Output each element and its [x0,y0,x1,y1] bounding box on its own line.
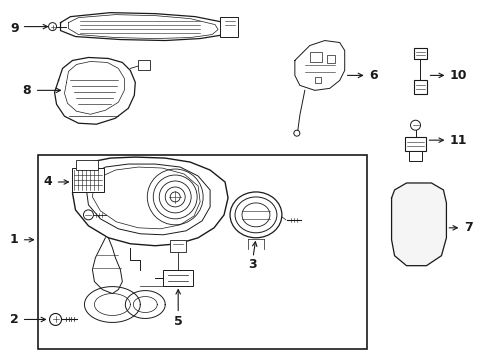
Bar [38,155,366,349]
Polygon shape [55,58,135,124]
Bar [326,55,334,63]
Bar [76,160,98,170]
Text: 6: 6 [369,69,378,82]
Text: 7: 7 [464,221,472,234]
Text: 3: 3 [248,258,257,271]
Circle shape [48,23,57,31]
Bar [407,151,422,161]
Polygon shape [61,13,229,41]
Text: 5: 5 [173,315,182,328]
Circle shape [49,314,61,325]
Bar [413,80,427,94]
Bar [138,60,150,71]
Polygon shape [294,41,344,90]
Bar [309,53,321,62]
Bar [170,240,186,252]
Bar [413,48,427,59]
Polygon shape [72,157,227,246]
Circle shape [83,210,93,220]
Text: 4: 4 [44,175,52,189]
Text: 9: 9 [10,22,19,35]
Text: 1: 1 [10,233,19,246]
Circle shape [410,120,420,130]
Text: 11: 11 [448,134,466,147]
Bar [72,168,104,192]
Bar [220,17,238,37]
Polygon shape [92,238,122,293]
Bar [163,270,193,285]
Polygon shape [391,183,446,266]
Text: 2: 2 [10,313,19,326]
Circle shape [293,130,299,136]
Text: 8: 8 [22,84,31,97]
Bar [404,137,426,151]
Text: 10: 10 [448,69,466,82]
Ellipse shape [229,192,281,238]
Bar [314,77,320,84]
